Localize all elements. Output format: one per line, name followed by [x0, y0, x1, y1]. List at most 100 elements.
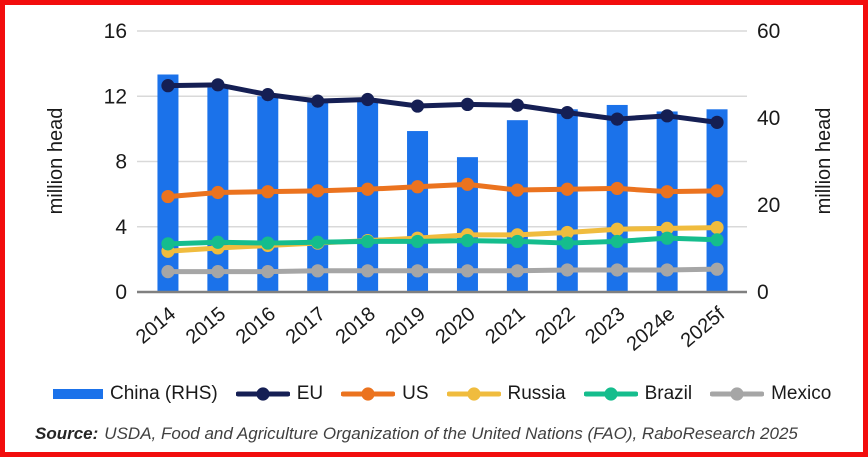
legend-label: EU [296, 383, 324, 404]
point-us-2019 [410, 180, 425, 194]
point-brazil-2015 [211, 235, 225, 249]
y-right-tick-60: 60 [757, 20, 780, 43]
y-left-tick-4: 4 [115, 216, 127, 239]
point-brazil-2021 [510, 234, 524, 249]
point-eu-2019 [410, 99, 425, 113]
point-brazil-2017 [311, 235, 325, 249]
point-mexico-2021 [510, 264, 524, 278]
point-eu-2023 [610, 112, 624, 126]
bar-china-2024e [656, 111, 678, 292]
x-tick-2017: 2017 [282, 303, 330, 348]
legend-label: US [402, 383, 429, 404]
line-russia [165, 225, 720, 254]
legend-label: Mexico [771, 383, 832, 404]
point-brazil-2025f [710, 233, 724, 247]
legend: China (RHS) EU US Russia Brazil Mexico [53, 383, 831, 405]
x-tick-2020: 2020 [431, 303, 479, 348]
source-line: Source: USDA, Food and Agriculture Organi… [35, 424, 798, 444]
point-us-2022 [560, 182, 574, 196]
point-us-2025f [710, 184, 724, 198]
point-us-2024e [660, 185, 674, 199]
point-eu-2024e [660, 109, 674, 123]
legend-label: Brazil [644, 383, 693, 404]
legend-item-china-rhs-: China (RHS) [53, 383, 218, 405]
legend-bar-swatch [53, 389, 103, 399]
point-brazil-2019 [410, 234, 425, 249]
x-tick-2022: 2022 [531, 303, 579, 348]
x-tick-2023: 2023 [581, 303, 629, 348]
y-left-tick-16: 16 [104, 20, 127, 43]
point-brazil-2024e [660, 231, 674, 245]
point-mexico-2020 [460, 264, 475, 278]
legend-line-swatch [710, 387, 765, 401]
legend-item-russia: Russia [446, 383, 566, 405]
y-right-tick-20: 20 [757, 194, 780, 217]
source-label: Source: [35, 424, 99, 443]
line-brazil [165, 235, 720, 247]
point-brazil-2018 [361, 234, 375, 249]
point-mexico-2025f [710, 262, 724, 276]
legend-line-swatch [235, 387, 290, 401]
cattle-herd-combo-chart: 0 4 8 12 16 0 20 40 60 million head million head 20… [45, 20, 835, 356]
point-brazil-2023 [610, 234, 624, 249]
line-us [165, 181, 720, 200]
bar-china-2019 [407, 131, 429, 292]
point-brazil-2020 [460, 234, 475, 248]
legend-line-swatch [446, 387, 501, 401]
point-mexico-2022 [560, 263, 574, 277]
x-tick-2016: 2016 [232, 303, 280, 348]
point-us-2018 [361, 182, 375, 196]
point-russia-2025f [710, 220, 724, 235]
point-us-2023 [610, 181, 624, 196]
legend-item-us: US [341, 383, 429, 405]
point-russia-2024e [660, 221, 674, 235]
bar-china-2018 [357, 100, 379, 292]
y-right-tick-0: 0 [757, 281, 769, 304]
legend-line-swatch [583, 387, 638, 401]
y-right-axis-title: million head [813, 108, 835, 215]
bar-china-2025f [706, 109, 728, 292]
point-us-2021 [510, 183, 524, 197]
point-us-2020 [460, 177, 475, 191]
x-tick-2019: 2019 [382, 303, 430, 348]
legend-item-brazil: Brazil [583, 383, 693, 405]
y-left-tick-0: 0 [115, 281, 127, 304]
point-us-2014 [161, 189, 175, 204]
point-mexico-2016 [261, 265, 275, 279]
x-tick-2018: 2018 [332, 303, 380, 348]
legend-label: Russia [507, 383, 566, 404]
point-eu-2018 [361, 92, 375, 107]
bar-china-2020 [456, 157, 478, 292]
point-eu-2015 [211, 78, 225, 92]
point-mexico-2023 [610, 263, 624, 277]
legend-label: China (RHS) [110, 383, 218, 404]
y-left-tick-12: 12 [104, 85, 127, 108]
y-left-tick-8: 8 [115, 151, 127, 174]
point-eu-2014 [161, 79, 175, 93]
bar-china-2014 [157, 74, 179, 292]
x-tick-2014: 2014 [132, 303, 180, 348]
point-mexico-2024e [660, 263, 674, 277]
x-tick-2015: 2015 [182, 303, 230, 348]
point-russia-2023 [610, 222, 624, 236]
point-eu-2022 [560, 105, 574, 120]
x-tick-2021: 2021 [481, 303, 529, 348]
point-eu-2016 [261, 88, 275, 102]
source-text: USDA, Food and Agriculture Organization … [104, 424, 798, 443]
point-mexico-2018 [361, 264, 375, 278]
line-eu [165, 82, 720, 125]
point-mexico-2015 [211, 265, 225, 279]
point-eu-2025f [710, 115, 724, 129]
point-brazil-2022 [560, 236, 574, 250]
legend-line-swatch [341, 387, 396, 401]
y-right-tick-40: 40 [757, 107, 780, 130]
point-brazil-2014 [161, 237, 175, 251]
point-mexico-2017 [311, 264, 325, 278]
x-tick-2025f: 2025f [677, 303, 730, 352]
point-eu-2021 [510, 98, 524, 112]
line-mexico [165, 266, 720, 275]
point-mexico-2019 [410, 264, 425, 278]
point-mexico-2014 [161, 265, 175, 279]
legend-item-mexico: Mexico [710, 383, 831, 405]
